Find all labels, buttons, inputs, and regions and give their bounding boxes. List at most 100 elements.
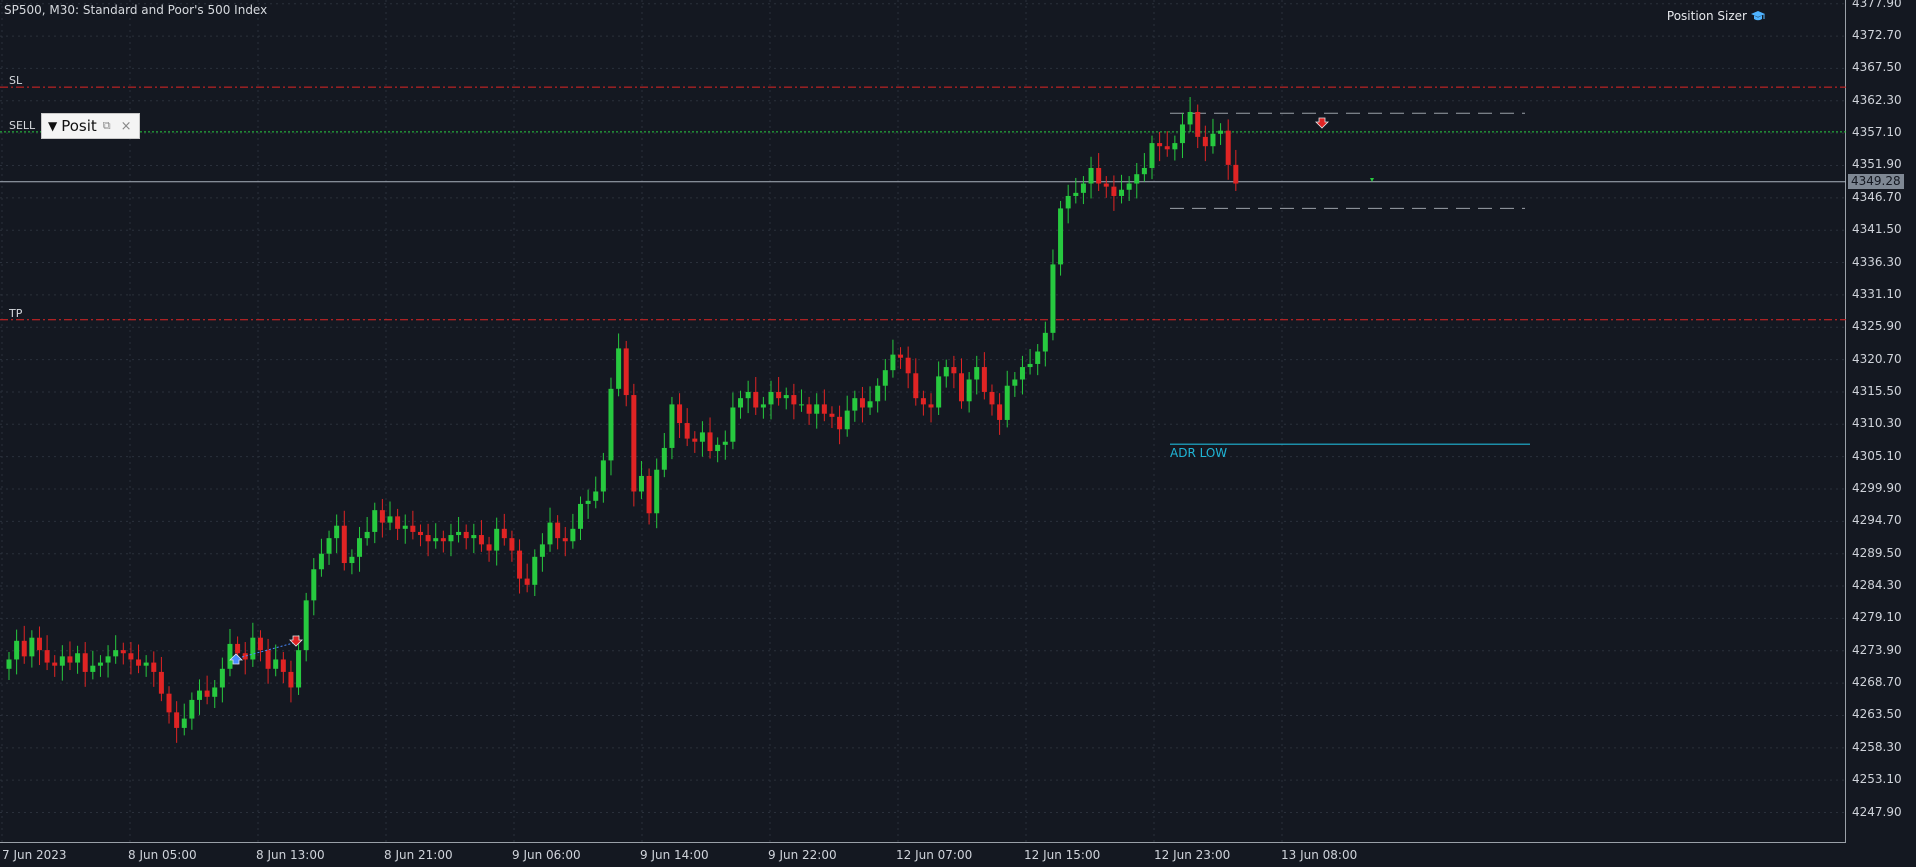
- candle: [951, 355, 957, 389]
- price-chart[interactable]: [0, 0, 1846, 843]
- candle: [1164, 131, 1170, 157]
- candle: [334, 514, 340, 554]
- candle: [212, 679, 218, 708]
- candle: [174, 701, 180, 743]
- candle: [616, 333, 622, 397]
- position-sizer-label[interactable]: Position Sizer: [1667, 9, 1765, 23]
- candle: [638, 461, 644, 499]
- candle: [570, 513, 576, 549]
- candle: [136, 644, 142, 674]
- candle: [1210, 118, 1216, 154]
- y-axis-tick: 4294.70: [1852, 513, 1902, 528]
- candle: [425, 523, 431, 557]
- candle: [555, 515, 561, 550]
- candle: [1065, 184, 1071, 224]
- collapse-icon[interactable]: ▼: [48, 119, 58, 133]
- candle: [501, 513, 507, 546]
- candle: [166, 686, 172, 724]
- candle: [311, 558, 317, 616]
- candle: [128, 642, 134, 675]
- y-axis-tick: 4299.90: [1852, 481, 1902, 495]
- candle: [844, 395, 850, 437]
- candle: [1119, 174, 1125, 204]
- candle: [1088, 156, 1094, 199]
- candle: [669, 396, 675, 460]
- candle: [882, 358, 888, 401]
- x-axis-tick: 9 Jun 06:00: [512, 848, 581, 862]
- candle: [776, 377, 782, 406]
- position-panel[interactable]: ▼ Posit ⧉ ×: [41, 113, 140, 139]
- candle: [981, 352, 987, 400]
- candle: [966, 372, 972, 413]
- panel-title: Posit: [61, 117, 97, 135]
- sell-label: SELL: [9, 119, 36, 132]
- candle: [920, 390, 926, 416]
- y-axis-tick: 4289.50: [1852, 545, 1902, 560]
- tp-label: TP: [9, 307, 23, 320]
- candle: [936, 361, 942, 415]
- y-axis-tick: 4331.10: [1852, 286, 1902, 301]
- candle: [387, 501, 393, 531]
- candle: [410, 510, 416, 540]
- y-axis-tick: 4357.10: [1852, 125, 1902, 140]
- candle: [364, 516, 370, 546]
- restore-icon[interactable]: ⧉: [102, 119, 111, 132]
- candle: [806, 396, 812, 425]
- candle: [692, 431, 698, 453]
- y-axis-tick: 4320.70: [1852, 351, 1902, 366]
- x-axis-tick: 12 Jun 23:00: [1154, 848, 1231, 862]
- candle: [456, 516, 462, 543]
- candle: [783, 387, 789, 410]
- y-axis-tick: 4258.30: [1852, 739, 1902, 754]
- candle: [859, 386, 865, 423]
- candle: [181, 703, 187, 736]
- x-axis-tick: 12 Jun 07:00: [896, 848, 973, 862]
- y-axis-tick: 4341.50: [1852, 222, 1902, 237]
- candle: [532, 549, 538, 597]
- candle: [1004, 370, 1010, 428]
- candle: [417, 524, 423, 547]
- candle: [105, 645, 111, 678]
- candle: [661, 433, 667, 478]
- x-axis-tick: 7 Jun 2023: [2, 848, 67, 862]
- y-axis-tick: 4268.70: [1852, 675, 1902, 690]
- candle: [257, 630, 263, 662]
- candle: [905, 346, 911, 389]
- candle: [1172, 135, 1178, 161]
- candle: [6, 652, 12, 680]
- y-axis-tick: 4377.90: [1852, 0, 1902, 10]
- chart-area[interactable]: SP500, M30: Standard and Poor's 500 Inde…: [0, 0, 1846, 843]
- candle: [509, 530, 515, 562]
- y-axis-tick: 4279.10: [1852, 610, 1902, 625]
- candle: [113, 635, 119, 664]
- close-icon[interactable]: ×: [120, 118, 132, 134]
- candle: [524, 563, 530, 593]
- candle: [898, 347, 904, 369]
- candle: [585, 489, 591, 519]
- candle: [59, 645, 65, 681]
- candle: [1080, 176, 1086, 205]
- x-axis-tick: 13 Jun 08:00: [1281, 848, 1358, 862]
- candle: [913, 358, 919, 406]
- candle: [875, 378, 881, 413]
- candle: [82, 642, 88, 687]
- candle: [97, 655, 103, 677]
- candle: [631, 383, 637, 507]
- candle: [593, 476, 599, 509]
- candle: [943, 359, 949, 388]
- y-axis-tick: 4325.90: [1852, 319, 1902, 334]
- candle: [357, 526, 363, 572]
- candle: [715, 437, 721, 463]
- candle: [90, 650, 96, 680]
- candle: [1035, 344, 1041, 376]
- y-axis-tick: 4346.70: [1852, 189, 1902, 204]
- graduation-cap-icon: [1751, 11, 1765, 21]
- candle: [1012, 372, 1018, 397]
- candle: [1187, 97, 1193, 132]
- candle: [143, 655, 149, 677]
- candle: [837, 405, 843, 445]
- candle: [1096, 153, 1102, 191]
- trade-link-line: [241, 641, 298, 658]
- candle: [395, 508, 401, 541]
- candle: [14, 629, 20, 675]
